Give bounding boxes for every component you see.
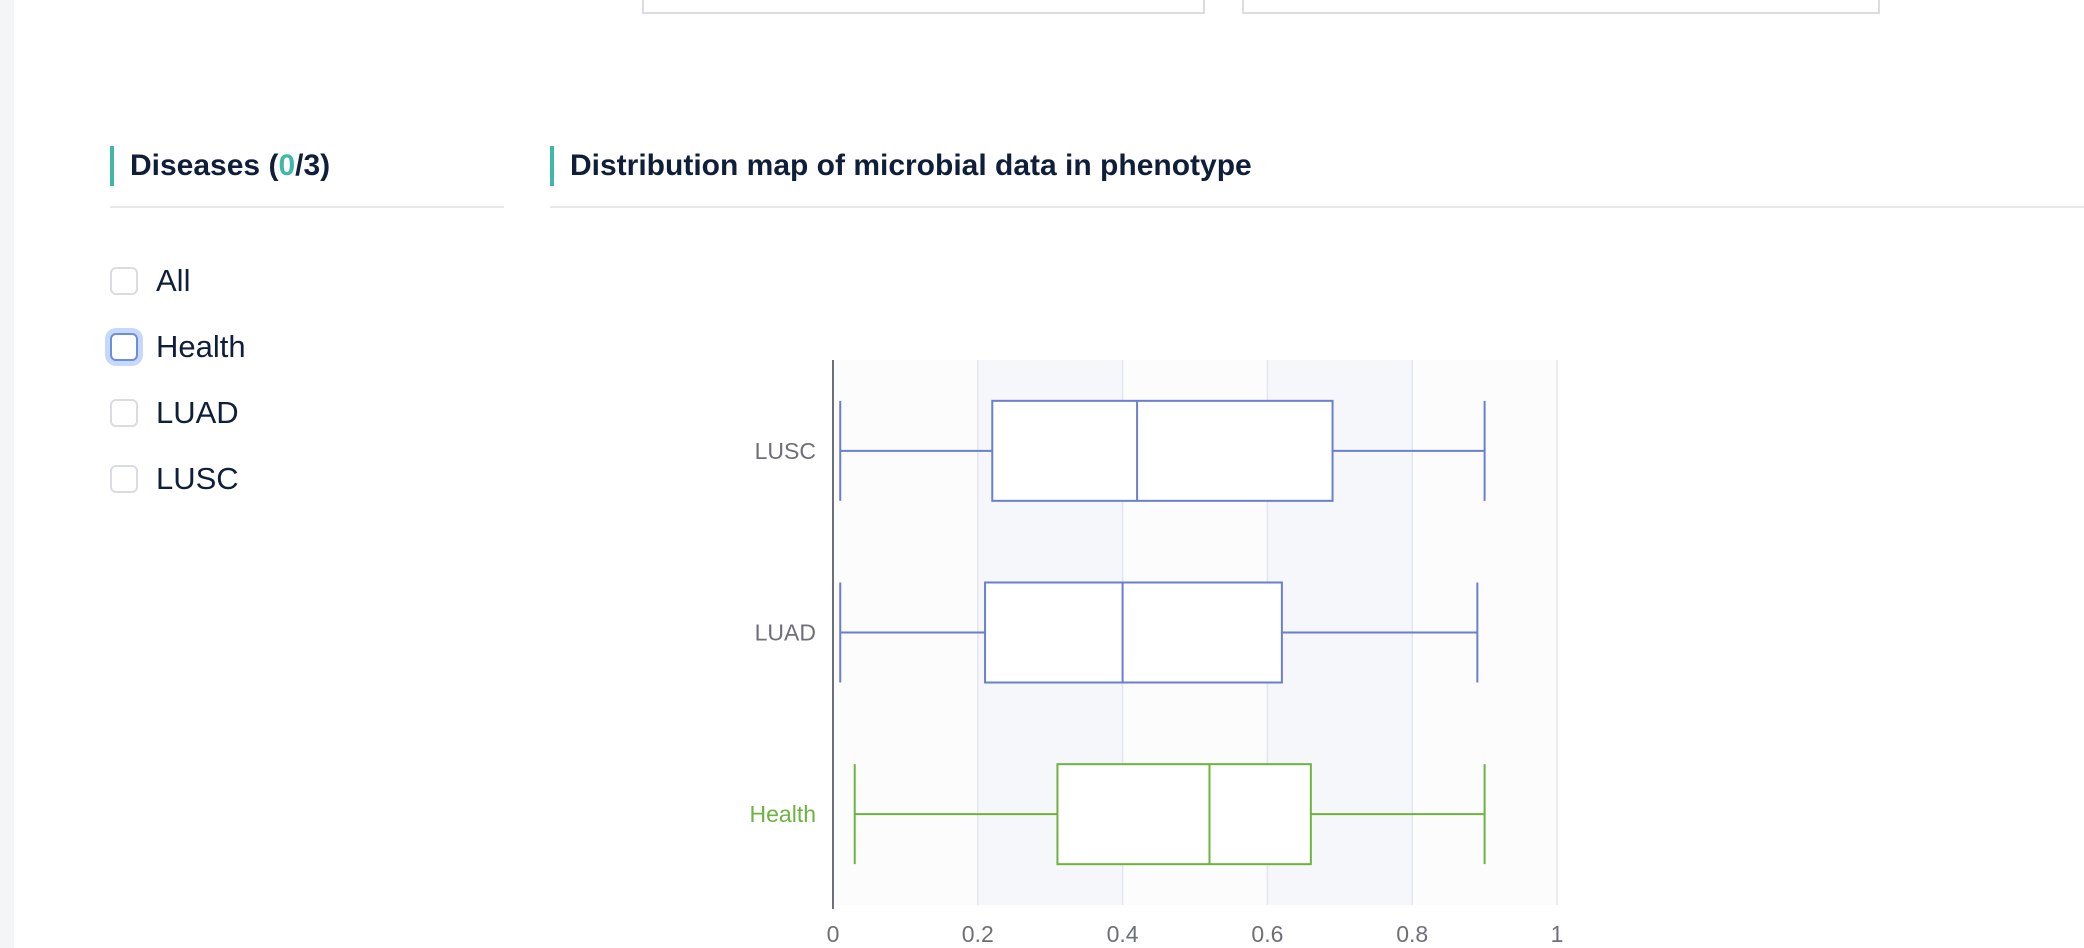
chart-title: Distribution map of microbial data in ph… (570, 149, 1252, 182)
header-accent-bar (110, 146, 114, 186)
y-tick-label: Health (750, 801, 816, 827)
box-iqr (984, 581, 1283, 684)
chart-header: Distribution map of microbial data in ph… (550, 146, 1252, 186)
x-tick-label: 0.4 (1107, 921, 1139, 947)
left-rail (0, 0, 14, 948)
chart-divider (550, 206, 2084, 208)
header-accent-bar (550, 146, 554, 186)
checkbox-all[interactable] (110, 267, 138, 295)
box-iqr (991, 399, 1334, 502)
disease-option-luad[interactable]: LUAD (110, 380, 246, 446)
y-tick-label: LUSC (755, 438, 816, 464)
checkbox-lusc[interactable] (110, 465, 138, 493)
selected-count: 0 (278, 149, 296, 182)
disease-option-all[interactable]: All (110, 248, 246, 314)
checkbox-luad[interactable] (110, 399, 138, 427)
disease-option-health[interactable]: Health (110, 314, 246, 380)
checkbox-health[interactable] (110, 333, 138, 361)
upper-panel-left (642, 0, 1205, 14)
diseases-title: Diseases (0/3) (130, 149, 331, 182)
x-tick-label: 0.6 (1251, 921, 1283, 947)
upper-panel-right (1242, 0, 1880, 14)
x-tick-label: 0.2 (962, 921, 994, 947)
box-iqr (1056, 763, 1312, 866)
disease-option-lusc[interactable]: LUSC (110, 446, 246, 512)
disease-filter-list: All Health LUAD LUSC (110, 248, 246, 512)
x-tick-label: 0 (827, 921, 840, 947)
disease-label: LUSC (156, 461, 239, 496)
disease-label: LUAD (156, 395, 239, 430)
diseases-divider (110, 206, 504, 208)
diseases-header: Diseases (0/3) (110, 146, 330, 186)
x-tick-label: 0.8 (1396, 921, 1428, 947)
disease-label: Health (156, 329, 246, 364)
y-tick-label: LUAD (755, 620, 816, 646)
x-tick-label: 1 (1551, 921, 1564, 947)
disease-label: All (156, 263, 191, 298)
